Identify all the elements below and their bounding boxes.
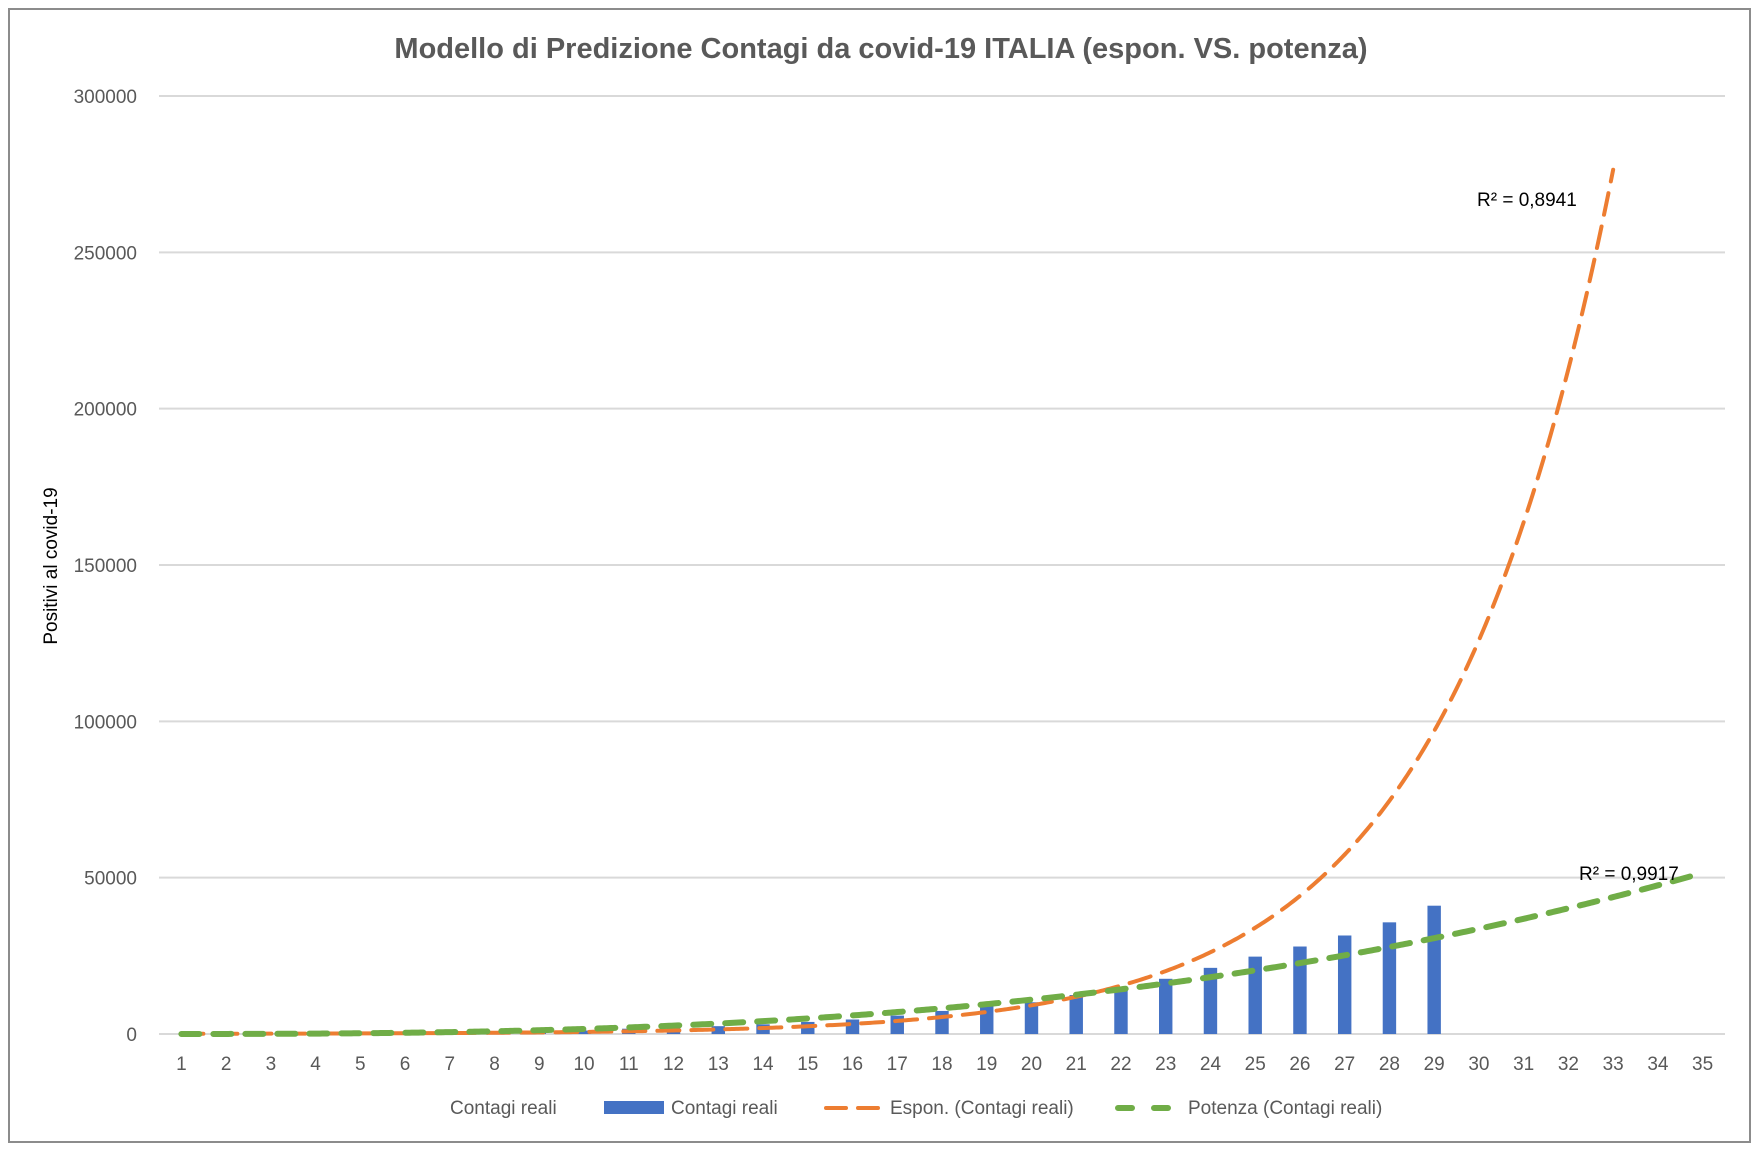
bar xyxy=(1427,905,1441,1034)
x-tick-label: 33 xyxy=(1603,1054,1624,1075)
x-tick-label: 25 xyxy=(1245,1054,1266,1075)
x-tick-label: 14 xyxy=(752,1054,774,1075)
x-tick-label: 18 xyxy=(931,1054,952,1075)
legend-label-3: Potenza (Contagi reali) xyxy=(1188,1098,1382,1119)
x-tick-label: 30 xyxy=(1468,1054,1489,1075)
x-tick-label: 27 xyxy=(1334,1054,1355,1075)
x-tick-label: 9 xyxy=(534,1054,545,1075)
bar xyxy=(890,1015,904,1034)
x-tick-label: 35 xyxy=(1692,1054,1713,1075)
x-tick-label: 11 xyxy=(619,1054,639,1075)
x-tick-label: 21 xyxy=(1066,1054,1087,1075)
x-tick-label: 26 xyxy=(1289,1054,1310,1075)
bar-series xyxy=(174,905,1441,1034)
x-tick-label: 7 xyxy=(445,1054,456,1075)
x-tick-label: 8 xyxy=(489,1054,500,1075)
x-tick-label: 15 xyxy=(797,1054,818,1075)
legend: Contagi reali Contagi reali Espon. (Cont… xyxy=(450,1098,1382,1119)
x-tick-label: 31 xyxy=(1513,1054,1534,1075)
y-tick-label: 300000 xyxy=(74,87,137,108)
y-tick-label: 200000 xyxy=(74,400,137,421)
chart-frame xyxy=(8,8,1751,1143)
bar xyxy=(1293,946,1307,1034)
legend-label-1: Contagi reali xyxy=(671,1098,778,1119)
y-tick-label: 100000 xyxy=(74,712,137,733)
x-tick-label: 32 xyxy=(1558,1054,1579,1075)
chart-title: Modello di Predizione Contagi da covid-1… xyxy=(394,33,1367,65)
y-tick-label: 250000 xyxy=(74,243,137,264)
bar xyxy=(1114,986,1128,1034)
x-tick-label: 5 xyxy=(355,1054,366,1075)
gridlines xyxy=(159,95,1725,1035)
bar xyxy=(1382,922,1397,1034)
bar xyxy=(1337,935,1352,1034)
x-tick-label: 23 xyxy=(1155,1054,1176,1075)
x-tick-label: 17 xyxy=(887,1054,908,1075)
exponential-trendline xyxy=(179,167,1616,1036)
x-tick-label: 13 xyxy=(708,1054,729,1075)
x-tick-label: 19 xyxy=(976,1054,997,1075)
x-tick-label: 4 xyxy=(310,1054,321,1075)
x-axis-ticks: 1 2 3 4 5 6 7 8 9 10 11 12 13 14 15 16 17 18 19 20 21 22 23 24 2… xyxy=(176,1054,1713,1075)
bar xyxy=(711,1026,725,1034)
bar xyxy=(1203,967,1218,1034)
x-tick-label: 3 xyxy=(266,1054,277,1075)
y-tick-label: 150000 xyxy=(74,556,137,577)
x-tick-label: 12 xyxy=(663,1054,684,1075)
bar xyxy=(1024,1002,1039,1034)
x-tick-label: 34 xyxy=(1647,1054,1669,1075)
legend-label-2: Espon. (Contagi reali) xyxy=(890,1098,1074,1119)
r-squared-power-label: R² = 0,9917 xyxy=(1579,864,1679,885)
y-axis-label: Positivi al covid-19 xyxy=(41,487,62,644)
bar xyxy=(935,1010,949,1034)
bar xyxy=(1069,995,1083,1034)
x-tick-label: 16 xyxy=(842,1054,863,1075)
legend-label-0: Contagi reali xyxy=(450,1098,557,1119)
x-tick-label: 22 xyxy=(1110,1054,1131,1075)
y-axis-ticks: 0 50000 100000 150000 200000 250000 300000 xyxy=(74,87,137,1046)
x-tick-label: 24 xyxy=(1200,1054,1222,1075)
x-tick-label: 29 xyxy=(1424,1054,1445,1075)
legend-bar-marker xyxy=(604,1101,664,1114)
x-tick-label: 28 xyxy=(1379,1054,1400,1075)
y-tick-label: 50000 xyxy=(84,869,137,890)
bar xyxy=(980,1005,994,1034)
bar xyxy=(845,1019,860,1034)
x-tick-label: 1 xyxy=(176,1054,187,1075)
x-tick-label: 10 xyxy=(573,1054,594,1075)
x-tick-label: 2 xyxy=(221,1054,232,1075)
y-tick-label: 0 xyxy=(126,1025,137,1046)
bar xyxy=(1159,978,1173,1034)
power-trendline xyxy=(178,869,1706,1037)
r-squared-exp-label: R² = 0,8941 xyxy=(1477,190,1577,211)
bar xyxy=(1248,956,1262,1034)
bar xyxy=(577,1030,591,1034)
x-tick-label: 20 xyxy=(1021,1054,1042,1075)
x-tick-label: 6 xyxy=(400,1054,411,1075)
